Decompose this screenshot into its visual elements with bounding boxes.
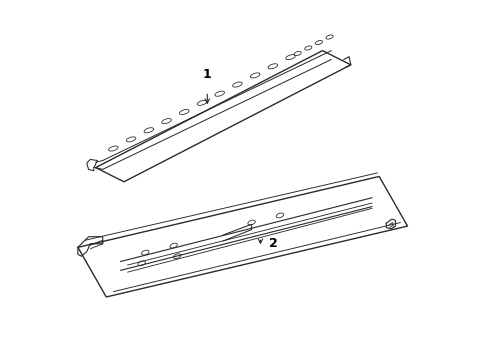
Text: 2: 2 — [269, 237, 278, 250]
Text: 1: 1 — [203, 68, 211, 81]
